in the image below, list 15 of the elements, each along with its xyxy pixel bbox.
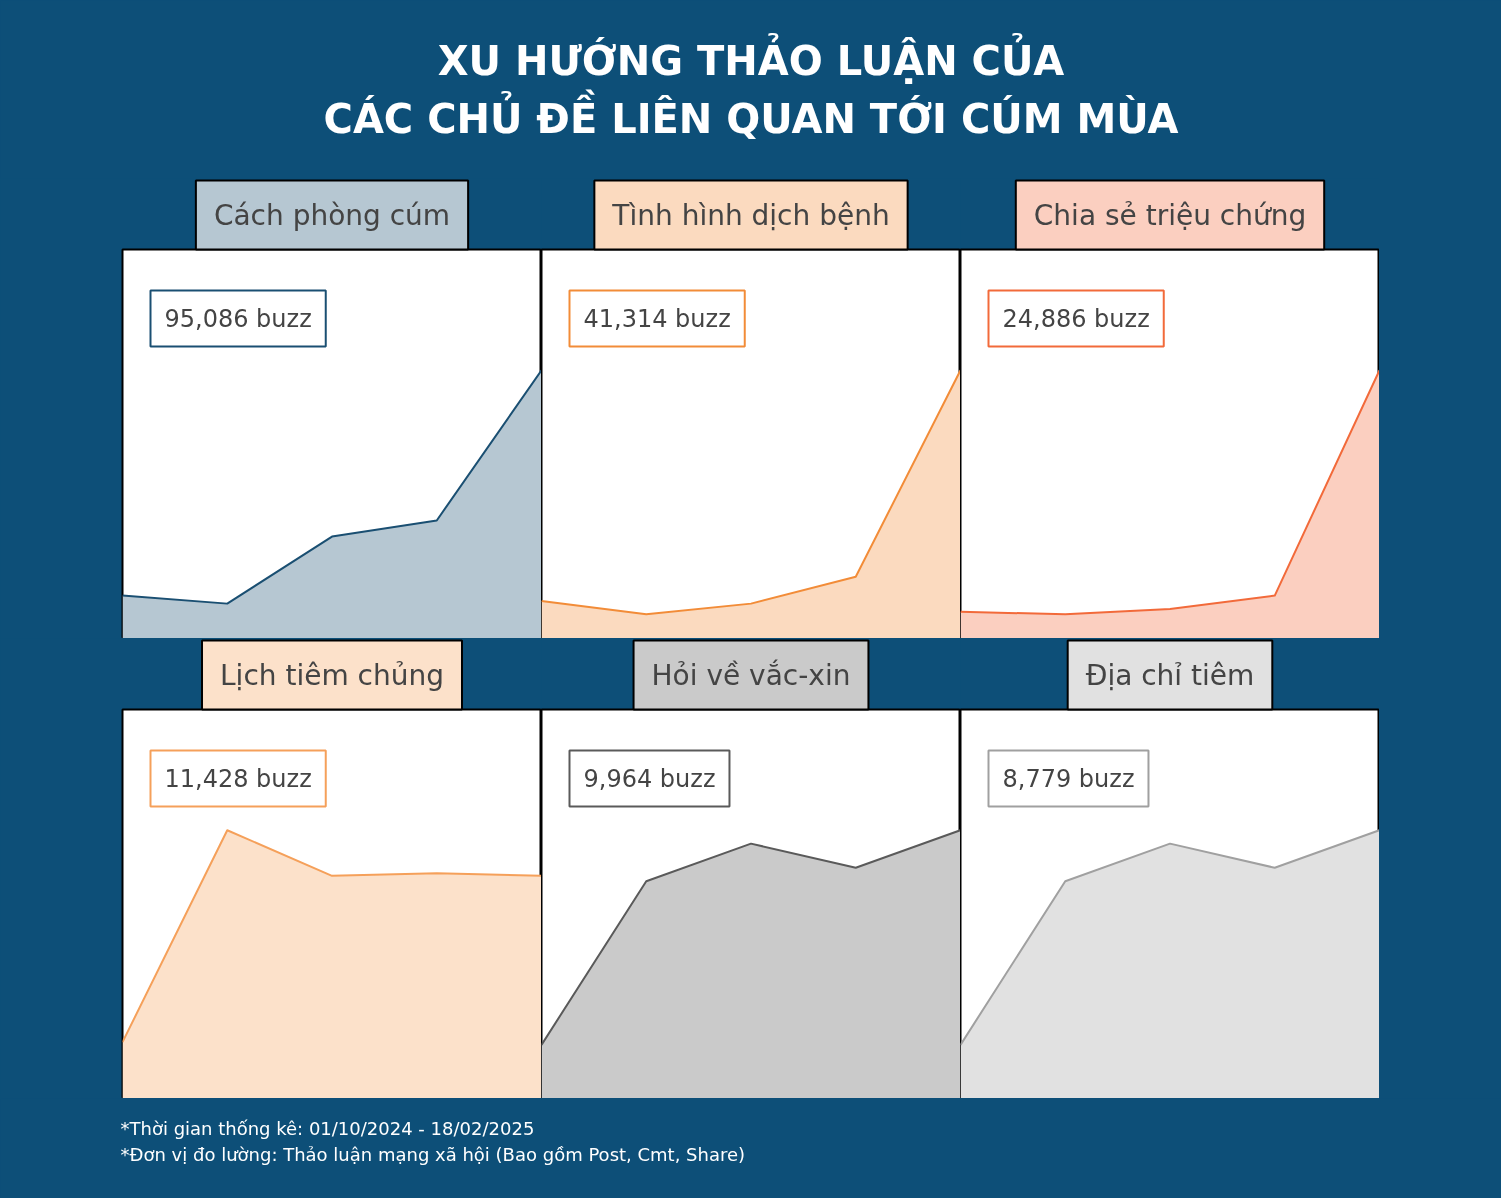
text: 41,314 buzz — [583, 304, 731, 333]
text: *Đơn vị đo lường: Thảo luận mạng xã hội (Bao gồm Post, Cmt, Share) — [120, 1144, 746, 1165]
text: 11,428 buzz — [164, 764, 312, 793]
chart-title: Địa chỉ tiêm — [1085, 658, 1255, 692]
text: 8,779 buzz — [1002, 764, 1135, 793]
chart-title: Cách phòng cúm — [213, 198, 451, 232]
text: XU HƯỚNG THẢO LUẬN CỦA CÁC CHỦ ĐỀ LIÊN QUAN TỚI CÚM MÙA — [323, 31, 1179, 142]
chart-title: Hỏi về vắc-xin — [651, 658, 851, 692]
text: 95,086 buzz — [164, 304, 312, 333]
text: 9,964 buzz — [583, 764, 716, 793]
chart-title: Lịch tiêm chủng — [220, 658, 445, 692]
text: *Thời gian thống kê: 01/10/2024 - 18/02/2025 — [120, 1118, 535, 1139]
text: 24,886 buzz — [1002, 304, 1150, 333]
chart-title: Tình hình dịch bệnh — [611, 198, 890, 232]
chart-title: Chia sẻ triệu chứng — [1033, 198, 1307, 232]
